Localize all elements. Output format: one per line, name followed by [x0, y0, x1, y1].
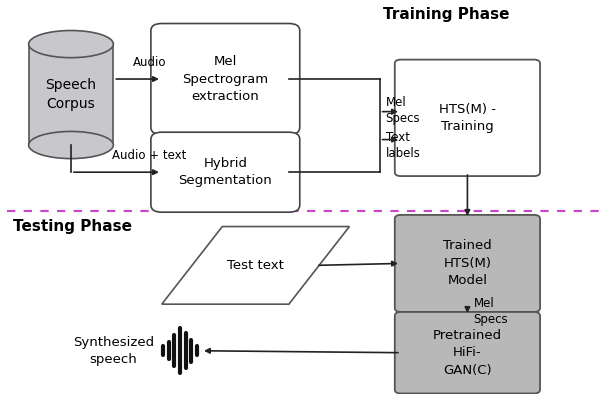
FancyBboxPatch shape	[395, 215, 540, 312]
Text: Text
labels: Text labels	[385, 130, 421, 160]
Text: Testing Phase: Testing Phase	[13, 219, 133, 234]
FancyBboxPatch shape	[395, 312, 540, 394]
FancyBboxPatch shape	[151, 132, 300, 212]
FancyBboxPatch shape	[395, 59, 540, 176]
Text: Mel
Specs: Mel Specs	[385, 96, 420, 125]
Text: Synthesized
speech: Synthesized speech	[73, 336, 154, 366]
Polygon shape	[162, 227, 350, 304]
Text: Pretrained
HiFi-
GAN(C): Pretrained HiFi- GAN(C)	[433, 329, 502, 377]
Text: Mel
Spectrogram
extraction: Mel Spectrogram extraction	[182, 55, 268, 103]
Text: Audio + text: Audio + text	[112, 149, 187, 162]
Text: Mel
Specs: Mel Specs	[474, 297, 508, 327]
Text: Hybrid
Segmentation: Hybrid Segmentation	[178, 157, 272, 188]
Ellipse shape	[29, 30, 113, 58]
Text: Trained
HTS(M)
Model: Trained HTS(M) Model	[443, 240, 492, 287]
FancyBboxPatch shape	[29, 44, 113, 145]
Text: Audio: Audio	[133, 56, 167, 69]
Ellipse shape	[29, 132, 113, 159]
Text: HTS(M) -
Training: HTS(M) - Training	[439, 102, 496, 133]
FancyBboxPatch shape	[151, 24, 300, 134]
Text: Speech
Corpus: Speech Corpus	[46, 78, 97, 111]
Text: Training Phase: Training Phase	[382, 7, 509, 22]
Text: Test text: Test text	[227, 259, 284, 272]
